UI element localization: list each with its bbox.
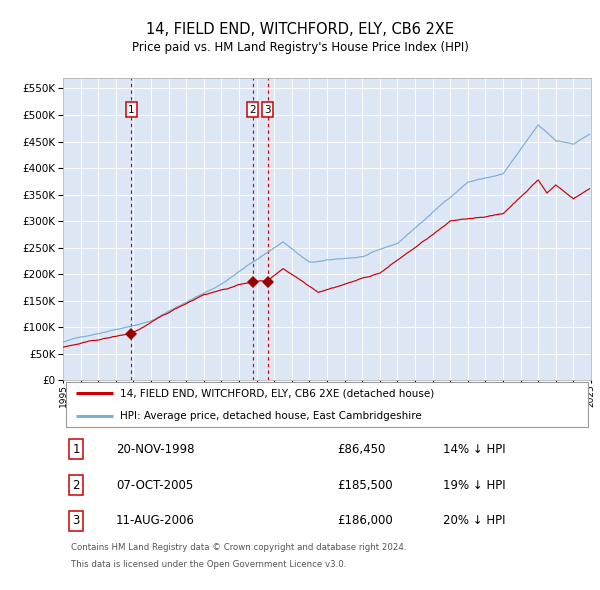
Text: 3: 3	[264, 104, 271, 114]
Text: 20% ↓ HPI: 20% ↓ HPI	[443, 514, 506, 527]
Text: Contains HM Land Registry data © Crown copyright and database right 2024.: Contains HM Land Registry data © Crown c…	[71, 543, 406, 552]
Text: 1: 1	[128, 104, 134, 114]
Text: £185,500: £185,500	[338, 478, 393, 491]
Text: This data is licensed under the Open Government Licence v3.0.: This data is licensed under the Open Gov…	[71, 560, 346, 569]
Text: 2: 2	[73, 478, 80, 491]
Text: 11-AUG-2006: 11-AUG-2006	[116, 514, 194, 527]
Text: 14% ↓ HPI: 14% ↓ HPI	[443, 442, 506, 455]
Text: 3: 3	[73, 514, 80, 527]
Text: 19% ↓ HPI: 19% ↓ HPI	[443, 478, 506, 491]
Text: £186,000: £186,000	[338, 514, 394, 527]
Text: 14, FIELD END, WITCHFORD, ELY, CB6 2XE (detached house): 14, FIELD END, WITCHFORD, ELY, CB6 2XE (…	[120, 388, 434, 398]
Text: 20-NOV-1998: 20-NOV-1998	[116, 442, 194, 455]
Text: 14, FIELD END, WITCHFORD, ELY, CB6 2XE: 14, FIELD END, WITCHFORD, ELY, CB6 2XE	[146, 22, 454, 37]
Text: £86,450: £86,450	[338, 442, 386, 455]
Text: 2: 2	[249, 104, 256, 114]
Text: 07-OCT-2005: 07-OCT-2005	[116, 478, 193, 491]
Text: 1: 1	[73, 442, 80, 455]
FancyBboxPatch shape	[65, 382, 589, 427]
Text: HPI: Average price, detached house, East Cambridgeshire: HPI: Average price, detached house, East…	[120, 411, 422, 421]
Text: Price paid vs. HM Land Registry's House Price Index (HPI): Price paid vs. HM Land Registry's House …	[131, 41, 469, 54]
